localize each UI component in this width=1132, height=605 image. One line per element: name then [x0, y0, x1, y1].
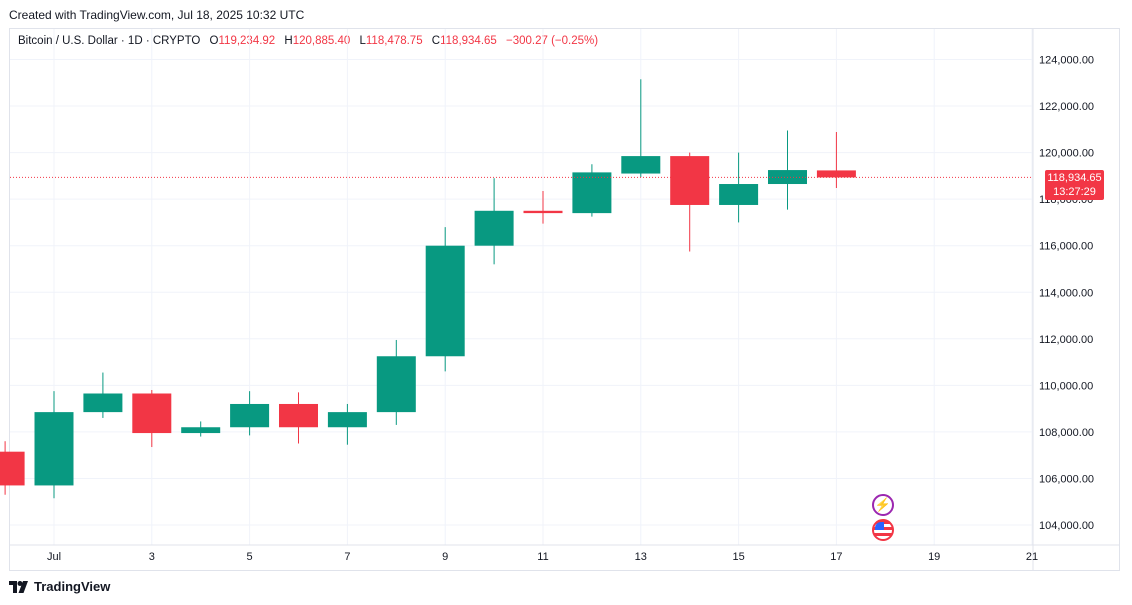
candle-body[interactable]: [34, 412, 74, 486]
y-tick-label: 122,000.00: [1039, 101, 1094, 113]
chart-legend: Bitcoin / U.S. Dollar · 1D · CRYPTO O119…: [18, 35, 598, 47]
candle-body[interactable]: [670, 156, 710, 205]
candle-body[interactable]: [621, 156, 661, 174]
candle-body[interactable]: [181, 427, 221, 434]
x-tick-label: 21: [1026, 551, 1038, 563]
x-tick-label: 15: [732, 551, 744, 563]
x-tick-label: 11: [537, 551, 548, 563]
symbol-description[interactable]: Bitcoin / U.S. Dollar · 1D · CRYPTO: [18, 35, 201, 47]
candle-body[interactable]: [719, 184, 759, 205]
high-label: H: [284, 35, 293, 47]
low-value: 118,478.75: [365, 35, 423, 47]
bar-countdown: 13:27:29: [1053, 186, 1096, 198]
candle-body[interactable]: [327, 412, 367, 428]
high-value: 120,885.40: [292, 35, 351, 47]
x-tick-label: 7: [344, 551, 350, 563]
x-tick-label: 19: [928, 551, 940, 563]
x-tick-label: Jul: [47, 551, 61, 563]
y-tick-label: 104,000.00: [1039, 520, 1094, 532]
open-value: 119,234.92: [218, 35, 276, 47]
close-value: 118,934.65: [440, 35, 497, 47]
y-tick-label: 112,000.00: [1039, 334, 1093, 346]
y-tick-label: 116,000.00: [1039, 241, 1093, 253]
tradingview-wordmark: TradingView: [34, 579, 111, 594]
candle-body[interactable]: [0, 451, 25, 486]
candle-body[interactable]: [523, 210, 563, 214]
candle-body[interactable]: [816, 170, 856, 178]
candle-body[interactable]: [572, 172, 612, 214]
x-tick-label: 3: [149, 551, 155, 563]
x-tick-label: 17: [830, 551, 842, 563]
close-label: C: [431, 35, 441, 47]
candle-body[interactable]: [279, 403, 318, 428]
candle-body[interactable]: [230, 403, 270, 428]
last-price-tag: 118,934.65 13:27:29: [1045, 170, 1104, 200]
y-tick-label: 114,000.00: [1039, 287, 1093, 299]
y-tick-label: 110,000.00: [1039, 380, 1093, 392]
x-tick-label: 9: [442, 551, 448, 563]
candle-body[interactable]: [425, 245, 465, 357]
candle-body[interactable]: [474, 210, 514, 246]
candle-body[interactable]: [376, 356, 416, 413]
y-tick-label: 120,000.00: [1039, 148, 1094, 160]
last-price-value: 118,934.65: [1047, 172, 1102, 184]
change-value: −300.27 (−0.25%): [506, 35, 599, 47]
sparkle-bolt-icon[interactable]: ⚡: [872, 494, 894, 516]
y-tick-label: 124,000.00: [1039, 55, 1094, 67]
y-tick-label: 108,000.00: [1039, 427, 1094, 439]
candle-body[interactable]: [83, 393, 123, 413]
chart-frame: [9, 28, 1120, 571]
tradingview-logo-icon: [9, 580, 28, 593]
x-tick-label: 5: [247, 551, 253, 563]
candle-body[interactable]: [132, 393, 172, 434]
created-with-header: Created with TradingView.com, Jul 18, 20…: [9, 8, 305, 22]
y-tick-label: 106,000.00: [1039, 473, 1094, 485]
open-label: O: [209, 35, 219, 47]
x-tick-label: 13: [635, 551, 647, 563]
tradingview-logo[interactable]: TradingView: [9, 579, 110, 594]
us-flag-icon[interactable]: [872, 519, 894, 541]
low-label: L: [359, 35, 366, 47]
